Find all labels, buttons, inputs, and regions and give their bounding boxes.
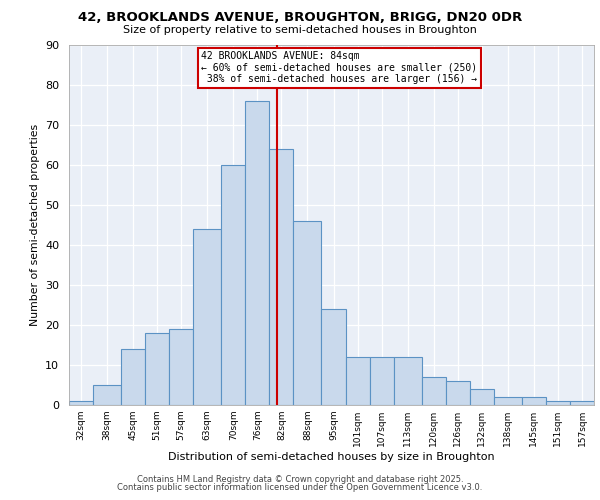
- Bar: [169, 329, 193, 405]
- Bar: [245, 101, 269, 405]
- Bar: [269, 149, 293, 405]
- Bar: [193, 229, 221, 405]
- Bar: [145, 333, 169, 405]
- Bar: [522, 397, 546, 405]
- Bar: [446, 381, 470, 405]
- Bar: [494, 397, 522, 405]
- Bar: [346, 357, 370, 405]
- Text: Contains public sector information licensed under the Open Government Licence v3: Contains public sector information licen…: [118, 484, 482, 492]
- Bar: [221, 165, 245, 405]
- Bar: [570, 401, 594, 405]
- Bar: [293, 221, 322, 405]
- Y-axis label: Number of semi-detached properties: Number of semi-detached properties: [29, 124, 40, 326]
- Bar: [121, 349, 145, 405]
- Bar: [546, 401, 570, 405]
- X-axis label: Distribution of semi-detached houses by size in Broughton: Distribution of semi-detached houses by …: [168, 452, 495, 462]
- Bar: [93, 385, 121, 405]
- Bar: [394, 357, 422, 405]
- Text: 42 BROOKLANDS AVENUE: 84sqm
← 60% of semi-detached houses are smaller (250)
 38%: 42 BROOKLANDS AVENUE: 84sqm ← 60% of sem…: [201, 51, 478, 84]
- Bar: [322, 309, 346, 405]
- Bar: [422, 377, 446, 405]
- Text: 42, BROOKLANDS AVENUE, BROUGHTON, BRIGG, DN20 0DR: 42, BROOKLANDS AVENUE, BROUGHTON, BRIGG,…: [78, 11, 522, 24]
- Bar: [370, 357, 394, 405]
- Text: Size of property relative to semi-detached houses in Broughton: Size of property relative to semi-detach…: [123, 25, 477, 35]
- Text: Contains HM Land Registry data © Crown copyright and database right 2025.: Contains HM Land Registry data © Crown c…: [137, 475, 463, 484]
- Bar: [470, 389, 494, 405]
- Bar: [69, 401, 93, 405]
